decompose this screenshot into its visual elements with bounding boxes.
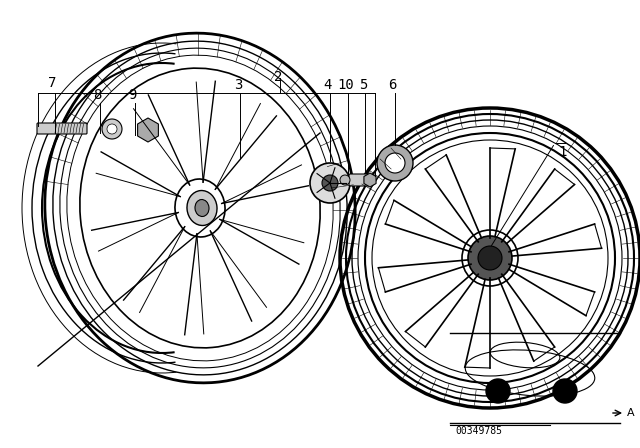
Circle shape	[468, 236, 512, 280]
Circle shape	[322, 175, 338, 191]
Ellipse shape	[187, 190, 217, 225]
Circle shape	[310, 163, 350, 203]
Text: 9: 9	[128, 88, 136, 102]
Text: A: A	[627, 408, 635, 418]
Circle shape	[377, 145, 413, 181]
Text: 10: 10	[338, 78, 355, 92]
Text: 4: 4	[324, 78, 332, 92]
Circle shape	[478, 246, 502, 270]
Circle shape	[553, 379, 577, 403]
Text: 1: 1	[558, 145, 566, 159]
Text: 2: 2	[274, 70, 282, 84]
Circle shape	[385, 153, 405, 173]
Text: 00349785: 00349785	[455, 426, 502, 436]
FancyBboxPatch shape	[37, 123, 87, 134]
Ellipse shape	[195, 199, 209, 216]
Circle shape	[102, 119, 122, 139]
Circle shape	[486, 379, 510, 403]
Text: 5: 5	[359, 78, 367, 92]
FancyBboxPatch shape	[349, 174, 369, 186]
Circle shape	[107, 124, 117, 134]
Text: 7: 7	[48, 76, 56, 90]
Circle shape	[340, 175, 350, 185]
Text: 3: 3	[234, 78, 242, 92]
Text: 8: 8	[93, 88, 101, 102]
Text: 6: 6	[388, 78, 396, 92]
